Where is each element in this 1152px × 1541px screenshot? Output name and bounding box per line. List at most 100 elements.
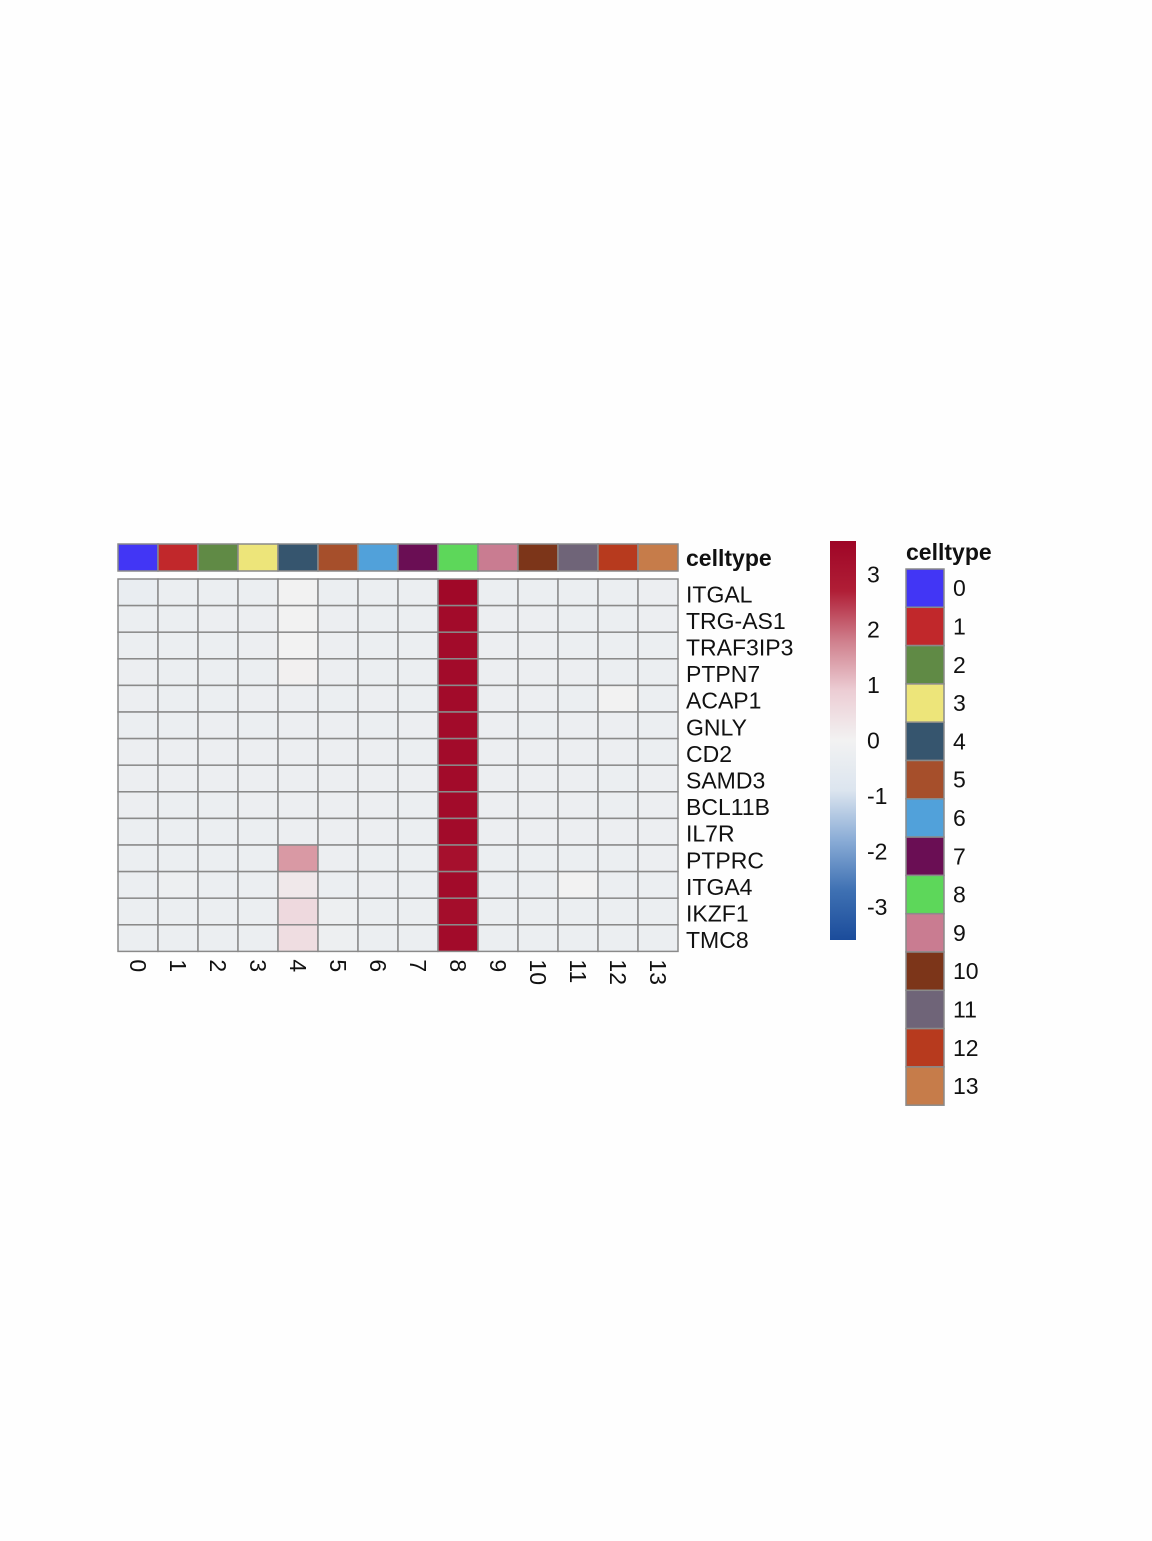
heatmap-cell xyxy=(117,737,159,766)
heatmap-cell xyxy=(357,897,399,926)
heatmap-cell xyxy=(197,737,239,766)
heatmap-cell xyxy=(477,897,519,926)
heatmap-cell xyxy=(437,631,479,660)
column-label: 5 xyxy=(325,959,351,972)
colorbar-tick-label: 3 xyxy=(867,561,880,587)
heatmap-cell xyxy=(237,870,279,899)
heatmap-cell xyxy=(197,658,239,687)
column-label: 12 xyxy=(605,959,631,985)
row-label: GNLY xyxy=(686,714,747,740)
legend-swatch-0 xyxy=(905,568,945,609)
heatmap-cell xyxy=(117,658,159,687)
heatmap-cell xyxy=(597,870,639,899)
legend-label: 5 xyxy=(953,767,966,793)
heatmap-cell xyxy=(357,711,399,740)
legend-label: 2 xyxy=(953,652,966,678)
heatmap-cell xyxy=(557,604,599,633)
heatmap-cell xyxy=(117,711,159,740)
heatmap-cell xyxy=(237,817,279,846)
legend-label: 11 xyxy=(953,996,977,1022)
heatmap-cell xyxy=(477,924,519,953)
heatmap-cell xyxy=(557,791,599,820)
heatmap-cell xyxy=(517,578,559,607)
heatmap-cell xyxy=(197,631,239,660)
heatmap-cell xyxy=(237,658,279,687)
heatmap-cell xyxy=(117,817,159,846)
heatmap-cell xyxy=(597,684,639,713)
heatmap-cell xyxy=(277,604,319,633)
heatmap-cell xyxy=(317,711,359,740)
column-label: 8 xyxy=(445,959,471,972)
heatmap-cell xyxy=(517,631,559,660)
annotation-cell-2 xyxy=(197,543,239,572)
heatmap-cell xyxy=(117,684,159,713)
heatmap-cell xyxy=(237,791,279,820)
legend-swatch-5 xyxy=(905,759,945,800)
column-label: 11 xyxy=(565,959,591,983)
heatmap-cell xyxy=(397,924,439,953)
legend-swatch-12 xyxy=(905,1027,945,1068)
column-label: 4 xyxy=(285,959,311,972)
heatmap-cell xyxy=(157,924,199,953)
heatmap-cell xyxy=(317,631,359,660)
row-label: ITGA4 xyxy=(686,874,753,900)
colorbar-gradient xyxy=(830,541,856,940)
heatmap-cell xyxy=(557,844,599,873)
heatmap-cell xyxy=(357,658,399,687)
heatmap-cell xyxy=(437,578,479,607)
heatmap-cell xyxy=(477,791,519,820)
row-label: IKZF1 xyxy=(686,901,749,927)
legend-swatch-8 xyxy=(905,874,945,915)
heatmap-cell xyxy=(517,604,559,633)
heatmap-cell xyxy=(637,817,679,846)
heatmap-cell xyxy=(477,764,519,793)
heatmap-cell xyxy=(597,658,639,687)
heatmap-cell xyxy=(517,684,559,713)
heatmap-cell xyxy=(637,791,679,820)
heatmap-cell xyxy=(397,817,439,846)
heatmap-cell xyxy=(637,684,679,713)
heatmap-cell xyxy=(357,578,399,607)
heatmap-cell xyxy=(237,844,279,873)
heatmap-cell xyxy=(397,604,439,633)
column-label: 13 xyxy=(645,959,671,985)
heatmap-cell xyxy=(117,870,159,899)
heatmap-cell xyxy=(277,924,319,953)
heatmap-cell xyxy=(157,711,199,740)
heatmap-cell xyxy=(437,924,479,953)
heatmap-cell xyxy=(637,737,679,766)
heatmap-cell xyxy=(397,791,439,820)
heatmap-cell xyxy=(597,604,639,633)
heatmap-cell xyxy=(637,844,679,873)
legend-label: 8 xyxy=(953,882,966,908)
heatmap-cell xyxy=(157,844,199,873)
heatmap-cell xyxy=(157,764,199,793)
heatmap-cell xyxy=(597,924,639,953)
legend-swatch-9 xyxy=(905,912,945,953)
heatmap-cell xyxy=(357,844,399,873)
colorbar-tick-label: 2 xyxy=(867,617,880,643)
heatmap-cell xyxy=(557,658,599,687)
heatmap-cell xyxy=(357,631,399,660)
heatmap-cell xyxy=(517,711,559,740)
column-label: 6 xyxy=(365,959,391,972)
heatmap-cell xyxy=(317,791,359,820)
heatmap-cell xyxy=(277,817,319,846)
heatmap-cell xyxy=(477,844,519,873)
heatmap-cell xyxy=(157,658,199,687)
annotation-cell-1 xyxy=(157,543,199,572)
heatmap-cell xyxy=(557,578,599,607)
heatmap-cell xyxy=(517,844,559,873)
annotation-cell-10 xyxy=(517,543,559,572)
heatmap-cell xyxy=(557,684,599,713)
celltype-annotation-bar xyxy=(117,543,679,572)
heatmap-cell xyxy=(197,791,239,820)
heatmap-cell xyxy=(197,817,239,846)
legend-swatch-10 xyxy=(905,951,945,992)
legend-swatch-3 xyxy=(905,683,945,723)
legend-swatch-13 xyxy=(905,1066,945,1106)
column-label: 7 xyxy=(405,959,431,972)
heatmap-cell xyxy=(637,631,679,660)
colorbar-tick-label: 0 xyxy=(867,728,880,754)
